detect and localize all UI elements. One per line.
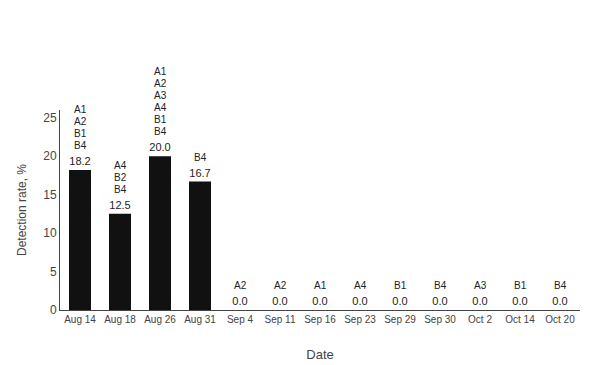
svg-text:15: 15 <box>43 188 57 202</box>
svg-text:B1: B1 <box>394 280 407 291</box>
svg-text:A1: A1 <box>154 66 167 77</box>
svg-text:Sep 29: Sep 29 <box>384 314 416 325</box>
svg-text:B4: B4 <box>554 280 567 291</box>
svg-text:0.0: 0.0 <box>392 295 407 307</box>
svg-text:Date: Date <box>306 347 333 362</box>
svg-text:Aug 14: Aug 14 <box>64 314 96 325</box>
svg-text:Aug 31: Aug 31 <box>184 314 216 325</box>
svg-text:B2: B2 <box>114 172 127 183</box>
svg-text:Aug 18: Aug 18 <box>104 314 136 325</box>
svg-text:Sep 23: Sep 23 <box>344 314 376 325</box>
svg-text:12.5: 12.5 <box>109 199 130 211</box>
svg-text:10: 10 <box>43 226 57 240</box>
svg-text:0.0: 0.0 <box>232 295 247 307</box>
svg-text:B4: B4 <box>74 140 87 151</box>
svg-text:0.0: 0.0 <box>552 295 567 307</box>
svg-text:Aug 26: Aug 26 <box>144 314 176 325</box>
svg-text:0.0: 0.0 <box>312 295 327 307</box>
svg-text:20: 20 <box>43 149 57 163</box>
svg-text:0: 0 <box>50 303 57 317</box>
svg-text:B4: B4 <box>114 184 127 195</box>
svg-text:0.0: 0.0 <box>432 295 447 307</box>
svg-text:A3: A3 <box>154 90 167 101</box>
svg-text:0.0: 0.0 <box>272 295 287 307</box>
svg-text:16.7: 16.7 <box>189 167 210 179</box>
svg-text:25: 25 <box>43 111 57 125</box>
svg-text:A2: A2 <box>274 280 287 291</box>
svg-text:0.0: 0.0 <box>512 295 527 307</box>
svg-text:Oct 2: Oct 2 <box>468 314 492 325</box>
svg-text:B4: B4 <box>154 126 167 137</box>
svg-text:5: 5 <box>50 265 57 279</box>
svg-text:Sep 30: Sep 30 <box>424 314 456 325</box>
svg-text:B1: B1 <box>154 114 167 125</box>
svg-text:A1: A1 <box>314 280 327 291</box>
svg-text:20.0: 20.0 <box>149 141 170 153</box>
svg-text:A3: A3 <box>474 280 487 291</box>
svg-text:0.0: 0.0 <box>352 295 367 307</box>
svg-text:B1: B1 <box>514 280 527 291</box>
svg-text:0.0: 0.0 <box>472 295 487 307</box>
svg-text:Sep 4: Sep 4 <box>227 314 254 325</box>
svg-text:Oct 20: Oct 20 <box>545 314 575 325</box>
svg-text:Sep 16: Sep 16 <box>304 314 336 325</box>
svg-text:A1: A1 <box>74 104 87 115</box>
svg-text:A4: A4 <box>114 160 127 171</box>
svg-text:A4: A4 <box>154 102 167 113</box>
svg-text:Oct 14: Oct 14 <box>505 314 535 325</box>
svg-text:A2: A2 <box>234 280 247 291</box>
svg-text:A2: A2 <box>74 116 87 127</box>
svg-text:A4: A4 <box>354 280 367 291</box>
svg-text:Detection rate, %: Detection rate, % <box>15 164 29 256</box>
svg-text:B4: B4 <box>194 152 207 163</box>
svg-text:B1: B1 <box>74 128 87 139</box>
svg-text:Sep 11: Sep 11 <box>265 314 296 325</box>
svg-text:A2: A2 <box>154 78 167 89</box>
svg-text:18.2: 18.2 <box>69 155 90 167</box>
svg-text:B4: B4 <box>434 280 447 291</box>
